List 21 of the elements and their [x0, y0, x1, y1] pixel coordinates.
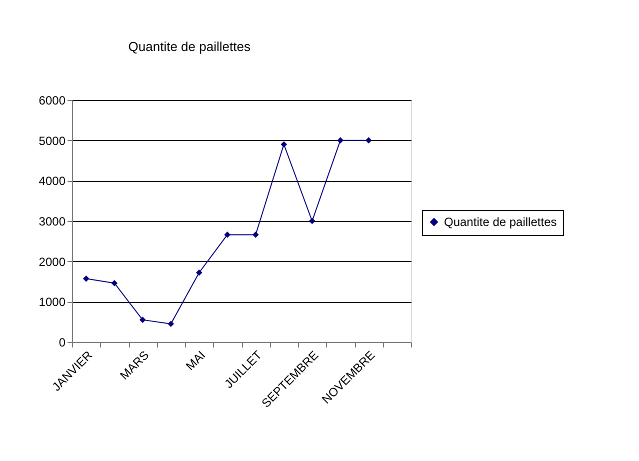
- point: [139, 316, 146, 323]
- y-tick-label: 2000: [38, 254, 66, 269]
- point: [308, 218, 316, 224]
- y-tick-label: 5000: [38, 134, 66, 148]
- y-tick-label: 6000: [38, 94, 66, 108]
- point: [365, 137, 372, 144]
- legend-label: Quantite de paillettes: [444, 215, 557, 229]
- point: [337, 137, 344, 144]
- y-tick-label: 1000: [38, 295, 66, 310]
- point: [224, 232, 231, 238]
- y-tick-label: 0: [58, 336, 66, 350]
- point: [111, 280, 118, 286]
- x-tick-label: MAI: [183, 348, 208, 374]
- point: [168, 320, 174, 328]
- y-tick-label: 4000: [38, 174, 66, 188]
- point: [196, 269, 202, 276]
- point: [280, 141, 288, 148]
- point: [82, 276, 90, 282]
- chart-title: Quantite de paillettes: [128, 39, 251, 54]
- y-tick-label: 3000: [38, 214, 66, 228]
- point: [252, 232, 259, 238]
